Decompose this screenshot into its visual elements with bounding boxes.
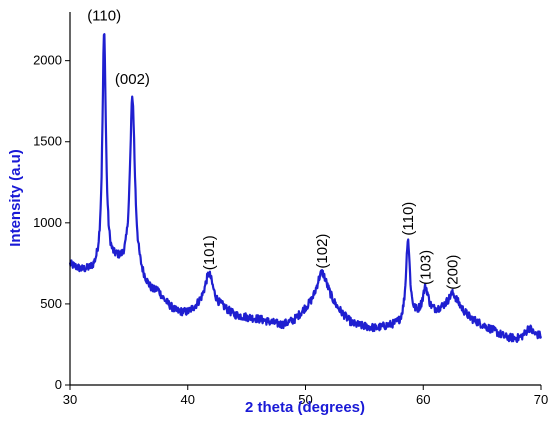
peak-label: (200) — [445, 255, 462, 290]
y-axis-ticks: 0 500 1000 1500 2000 — [33, 53, 70, 392]
y-tick-label: 0 — [55, 377, 62, 392]
x-tick-label: 30 — [63, 392, 77, 407]
x-tick-label: 50 — [298, 392, 312, 407]
peak-labels: (110)(002)(101) (102)(110)(103) (200) — [87, 8, 461, 290]
xrd-pattern-line — [68, 33, 543, 343]
y-axis-title: Intensity (a.u) — [7, 149, 24, 247]
y-tick-label: 1500 — [33, 134, 62, 149]
y-tick-label: 2000 — [33, 53, 62, 68]
x-tick-label: 70 — [534, 392, 548, 407]
x-axis-title: 2 theta (degrees) — [245, 399, 365, 416]
plot-area — [68, 33, 543, 343]
peak-label: (110) — [87, 8, 121, 25]
peak-label: (103) — [418, 250, 435, 285]
x-tick-label: 40 — [181, 392, 195, 407]
y-tick-label: 500 — [40, 296, 62, 311]
peak-label: (110) — [400, 202, 417, 236]
x-axis-ticks: 30 40 50 60 70 — [63, 385, 548, 407]
y-tick-label: 1000 — [33, 215, 62, 230]
x-tick-label: 60 — [416, 392, 430, 407]
peak-label: (102) — [314, 234, 331, 269]
peak-label: (002) — [115, 71, 150, 88]
peak-label: (101) — [201, 235, 218, 270]
